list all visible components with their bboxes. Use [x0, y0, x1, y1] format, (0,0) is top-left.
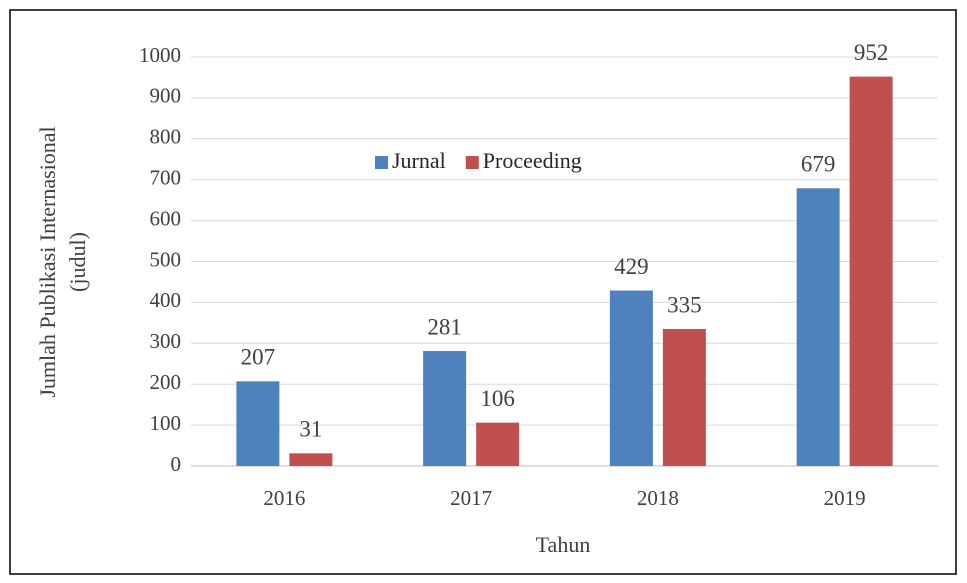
bar	[476, 422, 520, 466]
legend-swatch	[465, 156, 479, 169]
value-label: 679	[801, 152, 836, 177]
x-tick-label: 2017	[450, 486, 492, 510]
bar	[662, 328, 706, 466]
x-tick-label: 2019	[824, 486, 866, 510]
y-tick-label: 200	[150, 370, 182, 394]
legend-label: Jurnal	[392, 148, 446, 173]
value-label: 281	[427, 314, 462, 339]
y-tick-label: 0	[171, 452, 182, 476]
value-label: 335	[667, 292, 702, 317]
y-tick-label: 600	[150, 206, 182, 230]
y-axis-label: (judul)	[65, 232, 90, 292]
y-tick-label: 100	[150, 411, 182, 435]
bar	[236, 381, 280, 466]
value-label: 106	[480, 386, 515, 411]
bar	[609, 290, 653, 466]
value-label: 952	[854, 40, 889, 65]
value-label: 429	[614, 254, 649, 279]
value-label: 31	[299, 417, 322, 442]
y-tick-label: 400	[150, 288, 182, 312]
chart-border	[9, 9, 957, 575]
x-axis-label: Tahun	[536, 532, 591, 557]
bar	[289, 453, 333, 466]
y-tick-label: 1000	[139, 43, 181, 67]
y-tick-label: 300	[150, 329, 182, 353]
bar	[796, 188, 840, 466]
y-tick-label: 500	[150, 247, 182, 271]
y-tick-label: 800	[150, 125, 182, 149]
legend-swatch	[375, 156, 388, 169]
y-axis-label: Jumlah Publikasi Internasional	[35, 126, 60, 397]
bar	[423, 351, 467, 466]
y-tick-label: 700	[150, 166, 182, 190]
x-tick-label: 2018	[637, 486, 679, 510]
bar	[849, 76, 893, 466]
x-tick-label: 2016	[263, 486, 305, 510]
legend-label: Proceeding	[483, 148, 582, 173]
y-tick-label: 900	[150, 84, 182, 108]
value-label: 207	[241, 345, 276, 370]
